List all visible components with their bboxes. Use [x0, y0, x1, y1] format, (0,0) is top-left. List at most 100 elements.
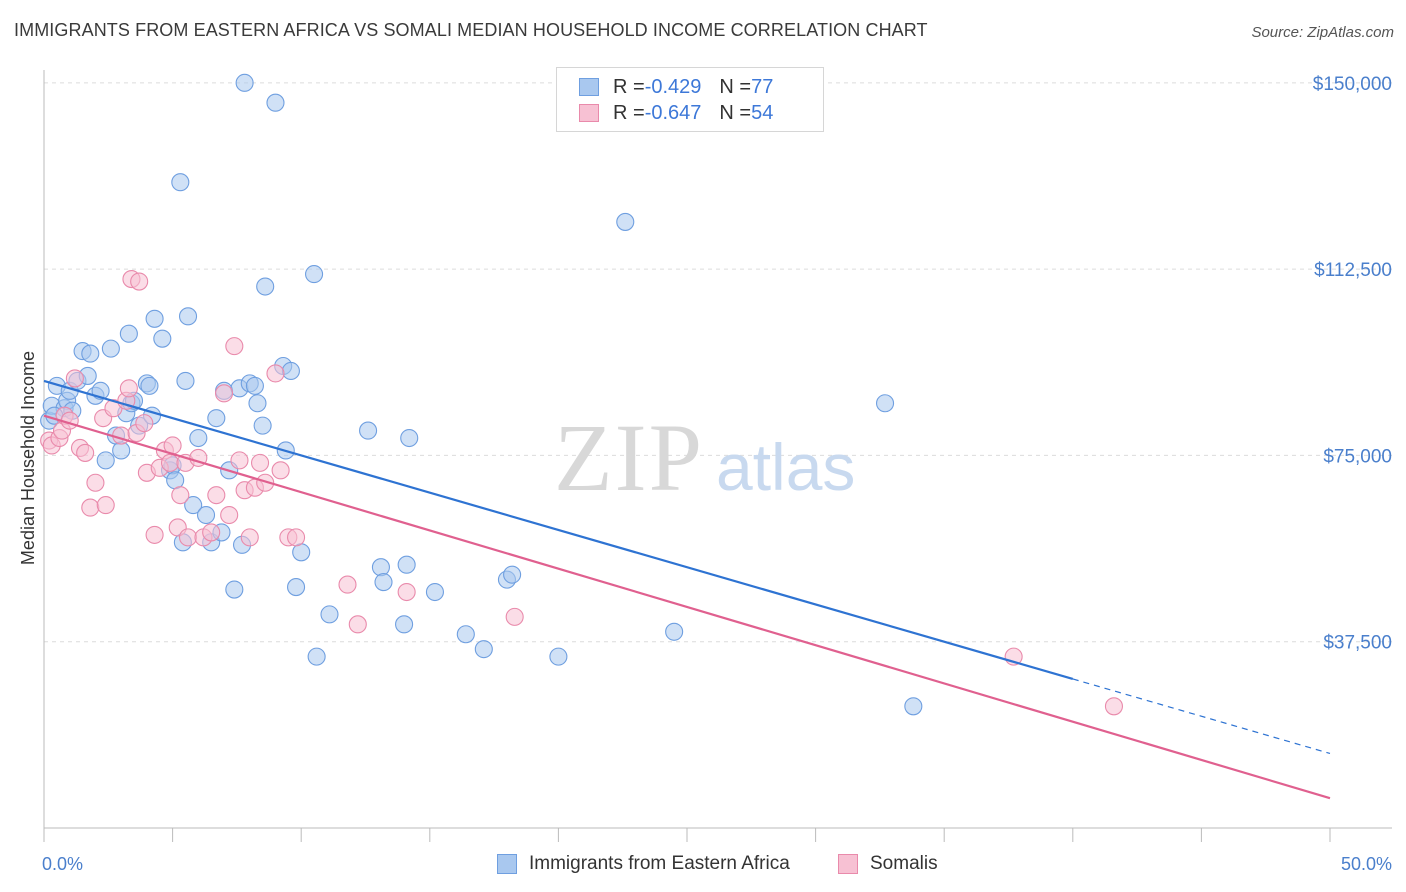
data-point: [505, 607, 524, 626]
data-point: [307, 647, 326, 666]
data-point: [196, 505, 216, 525]
data-point: [145, 309, 164, 328]
source-note: Source: ZipAtlas.com: [1251, 24, 1394, 41]
r-value: -0.647: [644, 101, 702, 124]
data-point: [119, 324, 138, 343]
data-point: [160, 453, 180, 472]
data-point: [220, 505, 239, 525]
data-point: [256, 473, 275, 492]
stats-box: R = -0.429 N = 77 R = -0.647 N = 54: [556, 67, 824, 132]
data-point: [240, 528, 259, 547]
r-value: -0.429: [644, 75, 702, 98]
data-point: [256, 277, 275, 296]
data-point: [245, 376, 264, 395]
data-point: [81, 344, 100, 363]
data-point: [178, 307, 198, 326]
data-point: [338, 575, 357, 594]
data-point: [214, 384, 234, 403]
data-point: [153, 329, 172, 348]
data-point: [250, 453, 270, 472]
data-point: [287, 578, 306, 597]
data-point: [130, 272, 149, 291]
data-point: [101, 339, 120, 358]
data-point: [86, 473, 105, 492]
data-point: [76, 443, 95, 462]
data-point: [145, 525, 164, 544]
data-point: [371, 558, 390, 577]
x-tick-labels: 0.0% 50.0%: [42, 854, 1392, 874]
data-point: [171, 173, 190, 192]
r-label: R =: [613, 75, 645, 98]
x-tick-label: 0.0%: [42, 854, 83, 874]
trend-line: [43, 414, 1331, 800]
y-tick-labels: $37,500 $75,000 $112,500 $150,000: [1313, 74, 1392, 654]
x-tick-label: 50.0%: [1341, 854, 1392, 874]
data-point: [281, 361, 300, 381]
data-point: [271, 461, 290, 480]
data-point: [374, 573, 393, 592]
legend-label: Immigrants from Eastern Africa: [529, 853, 790, 874]
r-label: R =: [613, 101, 645, 124]
data-point: [184, 496, 203, 515]
data-point: [65, 369, 84, 388]
data-point: [359, 421, 378, 440]
data-point: [81, 498, 100, 517]
trend-line: [43, 379, 1074, 681]
data-point: [140, 376, 159, 395]
data-point: [207, 486, 226, 505]
data-point: [178, 528, 198, 547]
n-value: 54: [751, 101, 774, 124]
data-point: [202, 523, 221, 542]
y-tick-label: $112,500: [1314, 260, 1392, 281]
data-point: [503, 565, 522, 584]
data-point: [225, 337, 244, 356]
stats-row-somalis: R = -0.647 N = 54: [579, 101, 773, 125]
data-point: [456, 625, 475, 644]
data-points: [40, 73, 1124, 716]
y-tick-label: $150,000: [1313, 74, 1392, 95]
data-point: [474, 640, 493, 659]
data-point: [305, 265, 324, 284]
data-point: [189, 428, 208, 448]
n-label: N =: [719, 75, 752, 98]
n-value: 77: [751, 75, 774, 98]
gridlines: [44, 82, 1392, 643]
watermark: ZIP atlas: [554, 404, 855, 511]
data-point: [96, 496, 115, 515]
legend-swatch: [838, 854, 858, 874]
data-point: [96, 451, 115, 470]
data-point: [397, 555, 416, 574]
data-point: [248, 394, 267, 413]
y-axis-label: Median Household Income: [18, 351, 38, 565]
data-point: [1104, 697, 1124, 716]
data-point: [171, 486, 190, 505]
legend-item-somalis[interactable]: Somalis: [838, 852, 938, 876]
data-point: [135, 414, 154, 433]
legend-label: Somalis: [870, 853, 938, 874]
series-swatch: [579, 78, 599, 96]
trend-lines: [43, 379, 1331, 800]
data-point: [875, 394, 895, 413]
series-swatch: [579, 104, 599, 122]
data-point: [253, 416, 272, 435]
data-point: [207, 409, 226, 428]
trend-line-extension: [1072, 678, 1331, 755]
data-point: [225, 580, 244, 599]
n-label: N =: [719, 101, 752, 124]
data-point: [176, 371, 195, 390]
data-point: [400, 428, 419, 448]
data-point: [616, 212, 635, 231]
watermark-atlas: atlas: [716, 430, 855, 504]
data-point: [266, 93, 285, 112]
watermark-zip: ZIP: [554, 404, 704, 511]
legend-swatch: [497, 854, 517, 874]
data-point: [287, 528, 306, 547]
data-point: [395, 615, 414, 634]
data-point: [320, 605, 339, 624]
legend-item-eastern-africa[interactable]: Immigrants from Eastern Africa: [497, 852, 790, 876]
data-point: [665, 622, 684, 641]
data-point: [230, 451, 249, 470]
data-point: [904, 697, 923, 716]
data-point: [549, 647, 568, 666]
